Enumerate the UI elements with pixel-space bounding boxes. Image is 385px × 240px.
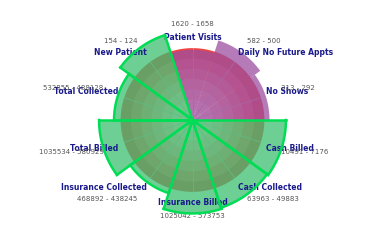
Polygon shape <box>182 110 203 130</box>
Text: 10491 - 7176: 10491 - 7176 <box>281 149 329 155</box>
Polygon shape <box>131 58 254 182</box>
Polygon shape <box>151 79 234 161</box>
Polygon shape <box>192 75 270 120</box>
Polygon shape <box>130 120 192 193</box>
Text: 63963 - 49883: 63963 - 49883 <box>248 196 299 202</box>
Text: Daily No Future Appts: Daily No Future Appts <box>238 48 333 57</box>
Polygon shape <box>141 69 244 171</box>
Polygon shape <box>172 99 213 141</box>
Polygon shape <box>192 120 267 208</box>
Polygon shape <box>114 74 192 120</box>
Text: 468892 - 438245: 468892 - 438245 <box>77 196 137 202</box>
Text: Total Collected: Total Collected <box>54 87 119 96</box>
Text: Insurance Collected: Insurance Collected <box>61 183 147 192</box>
Text: Total Billed: Total Billed <box>70 144 119 153</box>
Polygon shape <box>121 48 264 192</box>
Text: New Patient: New Patient <box>94 48 147 57</box>
Text: Cash Collected: Cash Collected <box>238 183 302 192</box>
Text: 532855 - 488128: 532855 - 488128 <box>44 85 104 91</box>
Text: 1035534 - 580929: 1035534 - 580929 <box>39 149 104 155</box>
Text: 1620 - 1658: 1620 - 1658 <box>171 21 214 27</box>
Polygon shape <box>120 35 192 120</box>
Polygon shape <box>192 41 260 120</box>
Text: 154 - 124: 154 - 124 <box>104 38 137 44</box>
Text: 313 - 292: 313 - 292 <box>281 85 315 91</box>
Polygon shape <box>171 50 214 120</box>
Polygon shape <box>99 120 192 175</box>
Text: 1025042 - 573753: 1025042 - 573753 <box>160 213 225 219</box>
Text: Cash Billed: Cash Billed <box>266 144 314 153</box>
Text: Patient Visits: Patient Visits <box>164 33 221 42</box>
Text: No Shows: No Shows <box>266 87 308 96</box>
Polygon shape <box>164 120 221 213</box>
Text: 582 - 500: 582 - 500 <box>248 38 281 44</box>
Polygon shape <box>192 120 286 175</box>
Text: Insurance Billed: Insurance Billed <box>157 198 228 207</box>
Polygon shape <box>162 89 223 151</box>
